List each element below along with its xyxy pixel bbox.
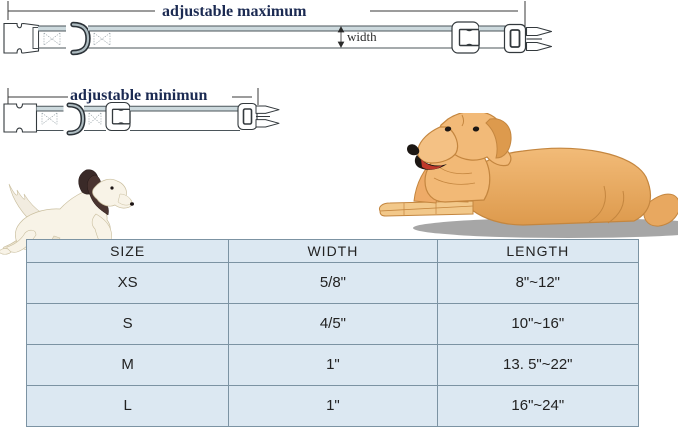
svg-text:width: width [347,29,377,44]
svg-text:adjustable maximum: adjustable maximum [162,3,307,20]
svg-text:adjustable minimun: adjustable minimun [70,87,207,104]
